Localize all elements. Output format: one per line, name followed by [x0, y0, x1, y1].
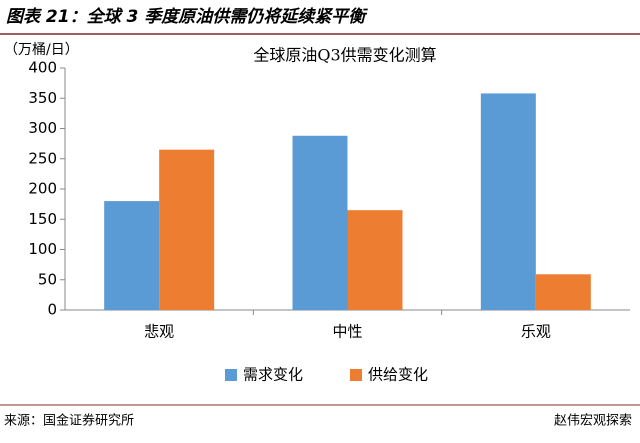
header-title: 图表 21：全球 3 季度原油供需仍将延续紧平衡: [6, 7, 368, 27]
y-tick-label: 400: [28, 59, 57, 77]
bar: [292, 135, 348, 310]
y-tick-label: 200: [28, 180, 57, 198]
y-tick-label: 150: [28, 210, 57, 228]
legend-label: 需求变化: [243, 366, 303, 384]
bar: [104, 201, 160, 310]
x-tick-label: 中性: [332, 323, 362, 341]
bar: [159, 149, 215, 310]
watermark: 赵伟宏观探索: [554, 414, 632, 429]
bar: [347, 210, 403, 310]
legend-swatch: [350, 369, 362, 381]
legend-label: 供给变化: [368, 366, 428, 384]
y-axis-label: （万桶/日）: [4, 42, 79, 58]
y-tick-label: 350: [28, 89, 57, 107]
y-tick-label: 250: [28, 149, 57, 167]
source: 来源：国金证券研究所: [4, 413, 134, 429]
x-tick-label: 悲观: [144, 323, 174, 341]
bar: [535, 274, 591, 310]
y-tick-label: 0: [47, 301, 57, 319]
y-tick-label: 50: [38, 270, 57, 288]
chart-title: 全球原油Q3供需变化测算: [253, 46, 436, 65]
y-tick-label: 100: [28, 240, 57, 258]
x-tick-label: 乐观: [521, 323, 551, 341]
legend-swatch: [225, 369, 237, 381]
bar: [480, 93, 536, 310]
y-tick-label: 300: [28, 119, 57, 137]
